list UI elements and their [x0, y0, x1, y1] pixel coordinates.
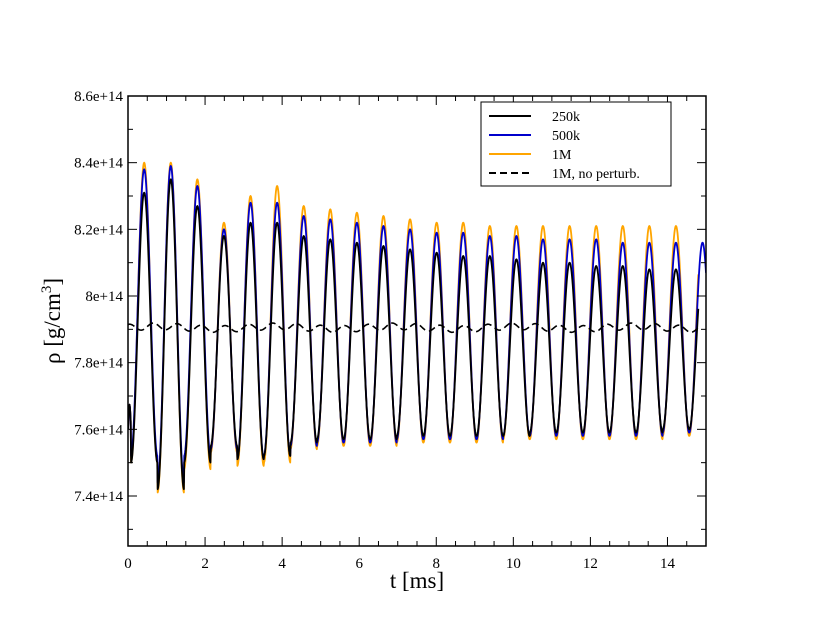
x-tick-label: 14 [660, 556, 676, 572]
legend: 250k 500k 1M 1M, no perturb. [480, 101, 672, 187]
x-tick-label: 4 [278, 556, 286, 572]
x-tick-label: 12 [583, 556, 598, 572]
series-line-1m-no-perturb [128, 322, 699, 334]
x-axis-title: t [ms] [390, 568, 444, 593]
y-axis-title-main: ρ [g/cm [40, 293, 65, 364]
y-tick-label: 8e+14 [85, 289, 123, 305]
legend-label: 250k [552, 110, 580, 125]
legend-label: 1M [552, 148, 572, 163]
y-tick-label: 7.4e+14 [74, 489, 123, 505]
y-axis-title: ρ [g/cm3] [39, 278, 65, 364]
x-tick-label: 6 [355, 556, 363, 572]
series-line-500k [128, 165, 706, 484]
x-tick-label: 0 [124, 556, 132, 572]
tick-labels: 0 2 4 6 8 10 12 14 7.4e+14 7.6e+14 7.8e+14 8e+14 8.2… [74, 89, 675, 572]
y-axis-title-suffix: ] [40, 278, 65, 286]
y-tick-label: 8.2e+14 [74, 222, 123, 238]
x-tick-label: 10 [506, 556, 521, 572]
y-tick-label: 7.8e+14 [74, 356, 123, 372]
y-tick-label: 8.4e+14 [74, 156, 123, 172]
series-line-250k [128, 178, 700, 491]
y-axis-title-superscript: 3 [39, 286, 55, 294]
legend-label: 1M, no perturb. [552, 167, 640, 182]
y-tick-label: 8.6e+14 [74, 89, 123, 105]
y-tick-label: 7.6e+14 [74, 422, 123, 438]
x-tick-label: 2 [201, 556, 209, 572]
series-layer [128, 161, 706, 494]
legend-label: 500k [552, 129, 580, 144]
x-tick-label: 8 [433, 556, 441, 572]
